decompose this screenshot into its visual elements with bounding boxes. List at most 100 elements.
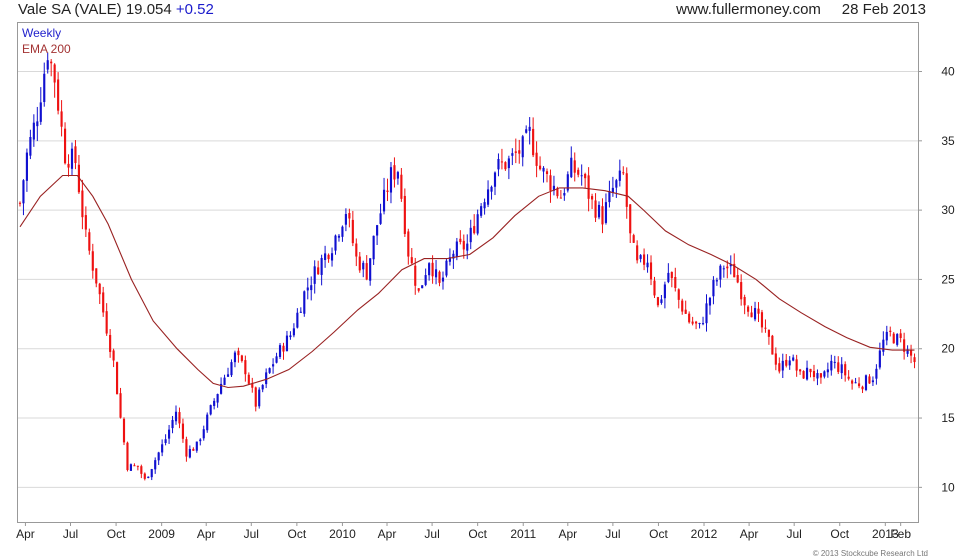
candle-up [278, 345, 282, 357]
candle-up [570, 157, 573, 178]
candle-up [864, 375, 868, 391]
candle-down [868, 376, 871, 384]
candle-down [643, 254, 646, 265]
y-tick-label: 40 [941, 65, 955, 79]
y-tick-label: 10 [941, 480, 955, 494]
candle-down [594, 200, 597, 218]
candle-down [899, 333, 902, 339]
candle-down [181, 423, 185, 439]
candle-up [469, 227, 472, 243]
candle-down [95, 268, 98, 284]
candle-down [577, 169, 580, 175]
candle-up [521, 136, 524, 158]
candle-up [483, 202, 486, 209]
candle-up [202, 429, 205, 439]
candle-down [81, 190, 84, 218]
candle-down [778, 363, 781, 372]
candle-up [389, 167, 393, 193]
candle-down [573, 160, 576, 173]
candle-down [684, 309, 687, 314]
candle-down [903, 339, 906, 352]
candle-up [826, 369, 829, 373]
candle-up [289, 335, 292, 338]
candle-up [875, 368, 878, 379]
candle-down [115, 362, 119, 395]
plot-area [17, 22, 919, 523]
x-tick-label: Jul [63, 527, 78, 541]
candle-down [351, 219, 354, 244]
candle-up [330, 253, 334, 261]
candle-down [133, 465, 136, 467]
candle-up [261, 385, 264, 390]
candle-down [591, 196, 594, 200]
site-label[interactable]: www.fullermoney.com [676, 1, 821, 18]
candle-down [355, 243, 358, 257]
candle-up [701, 323, 705, 325]
candle-up [618, 170, 621, 181]
candle-down [674, 277, 677, 288]
y-tick-label: 20 [941, 342, 955, 356]
candle-up [362, 262, 365, 270]
candle-up [70, 148, 74, 169]
x-tick-label: 2012 [691, 527, 718, 541]
candle-up [369, 258, 372, 281]
candle-up [840, 364, 843, 374]
x-tick-label: Apr [558, 527, 577, 541]
candle-down [691, 321, 694, 324]
candle-up [154, 460, 157, 470]
candle-up [39, 102, 42, 122]
candle-up [157, 452, 160, 461]
candle-down [244, 360, 247, 375]
candle-down [764, 327, 767, 329]
candle-down [251, 383, 254, 388]
candle-down [57, 79, 60, 111]
candle-down [504, 162, 507, 170]
candle-down [795, 359, 798, 371]
candle-up [421, 285, 424, 289]
symbol-label: Vale SA (VALE) [18, 1, 122, 18]
x-tick-label: Jul [605, 527, 620, 541]
candle-up [379, 213, 382, 224]
candle-down [622, 172, 625, 174]
candle-up [306, 287, 309, 291]
candle-down [584, 173, 587, 179]
candle-up [854, 382, 857, 384]
candle-up [788, 360, 791, 366]
date-label: 28 Feb 2013 [841, 1, 926, 18]
candle-down [892, 333, 895, 344]
candle-down [136, 465, 139, 467]
candle-down [847, 376, 850, 379]
candle-down [386, 190, 389, 192]
candle-down [851, 380, 854, 384]
candle-down [462, 240, 465, 250]
candle-up [396, 172, 399, 179]
candle-up [226, 374, 230, 377]
candle-down [750, 312, 753, 318]
candle-down [653, 280, 656, 296]
candle-up [334, 235, 337, 251]
candle-up [129, 464, 133, 471]
candle-down [681, 300, 684, 312]
candle-up [490, 186, 493, 192]
candle-down [812, 370, 816, 378]
candle-down [91, 251, 94, 271]
x-tick-label: Jul [244, 527, 259, 541]
candle-down [538, 165, 542, 170]
candle-down [677, 289, 680, 300]
candle-down [414, 265, 417, 286]
candle-up [372, 235, 375, 260]
legend-frequency: Weekly [22, 26, 62, 40]
x-tick-label: Oct [830, 527, 849, 541]
x-tick-label: Apr [740, 527, 759, 541]
candle-up [174, 411, 178, 422]
ema-200-line [19, 174, 915, 389]
candle-down [365, 263, 368, 280]
candle-down [771, 335, 774, 355]
candle-up [639, 255, 642, 259]
candle-up [823, 371, 826, 377]
candle-up [715, 280, 718, 282]
candle-down [747, 306, 750, 312]
candle-up [712, 280, 715, 297]
candle-down [587, 175, 590, 199]
